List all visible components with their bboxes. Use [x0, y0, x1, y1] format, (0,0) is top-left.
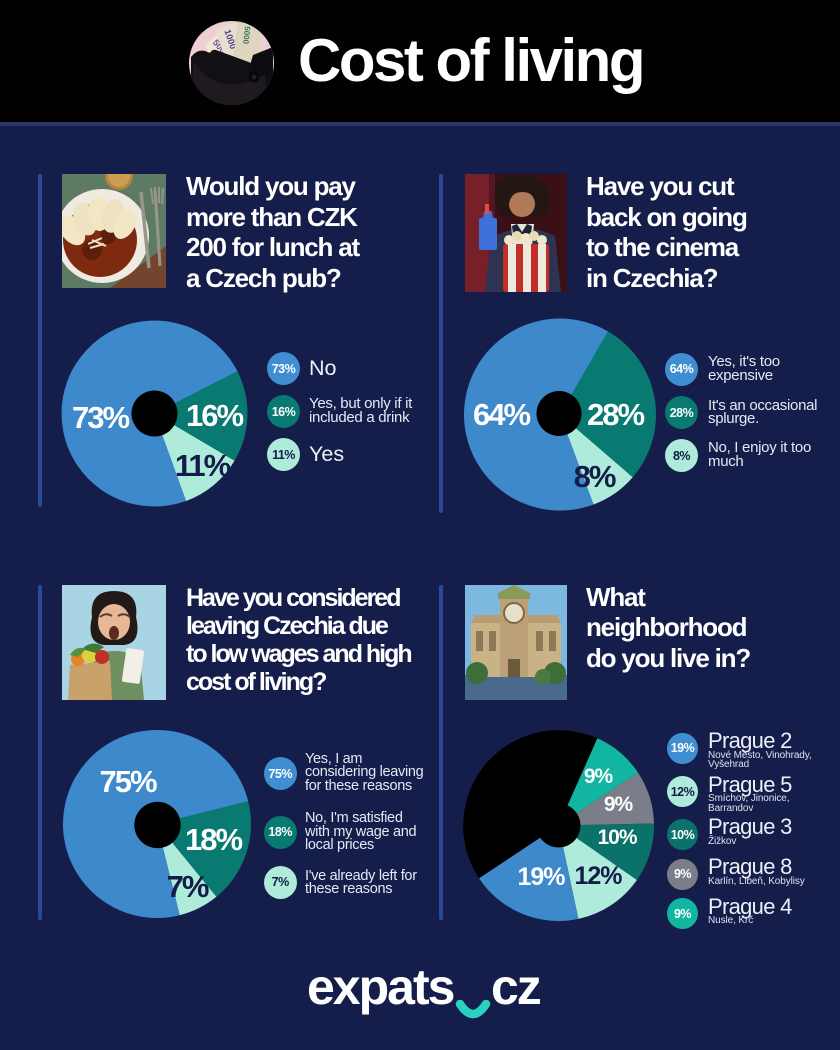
- svg-text:5000: 5000: [241, 26, 252, 45]
